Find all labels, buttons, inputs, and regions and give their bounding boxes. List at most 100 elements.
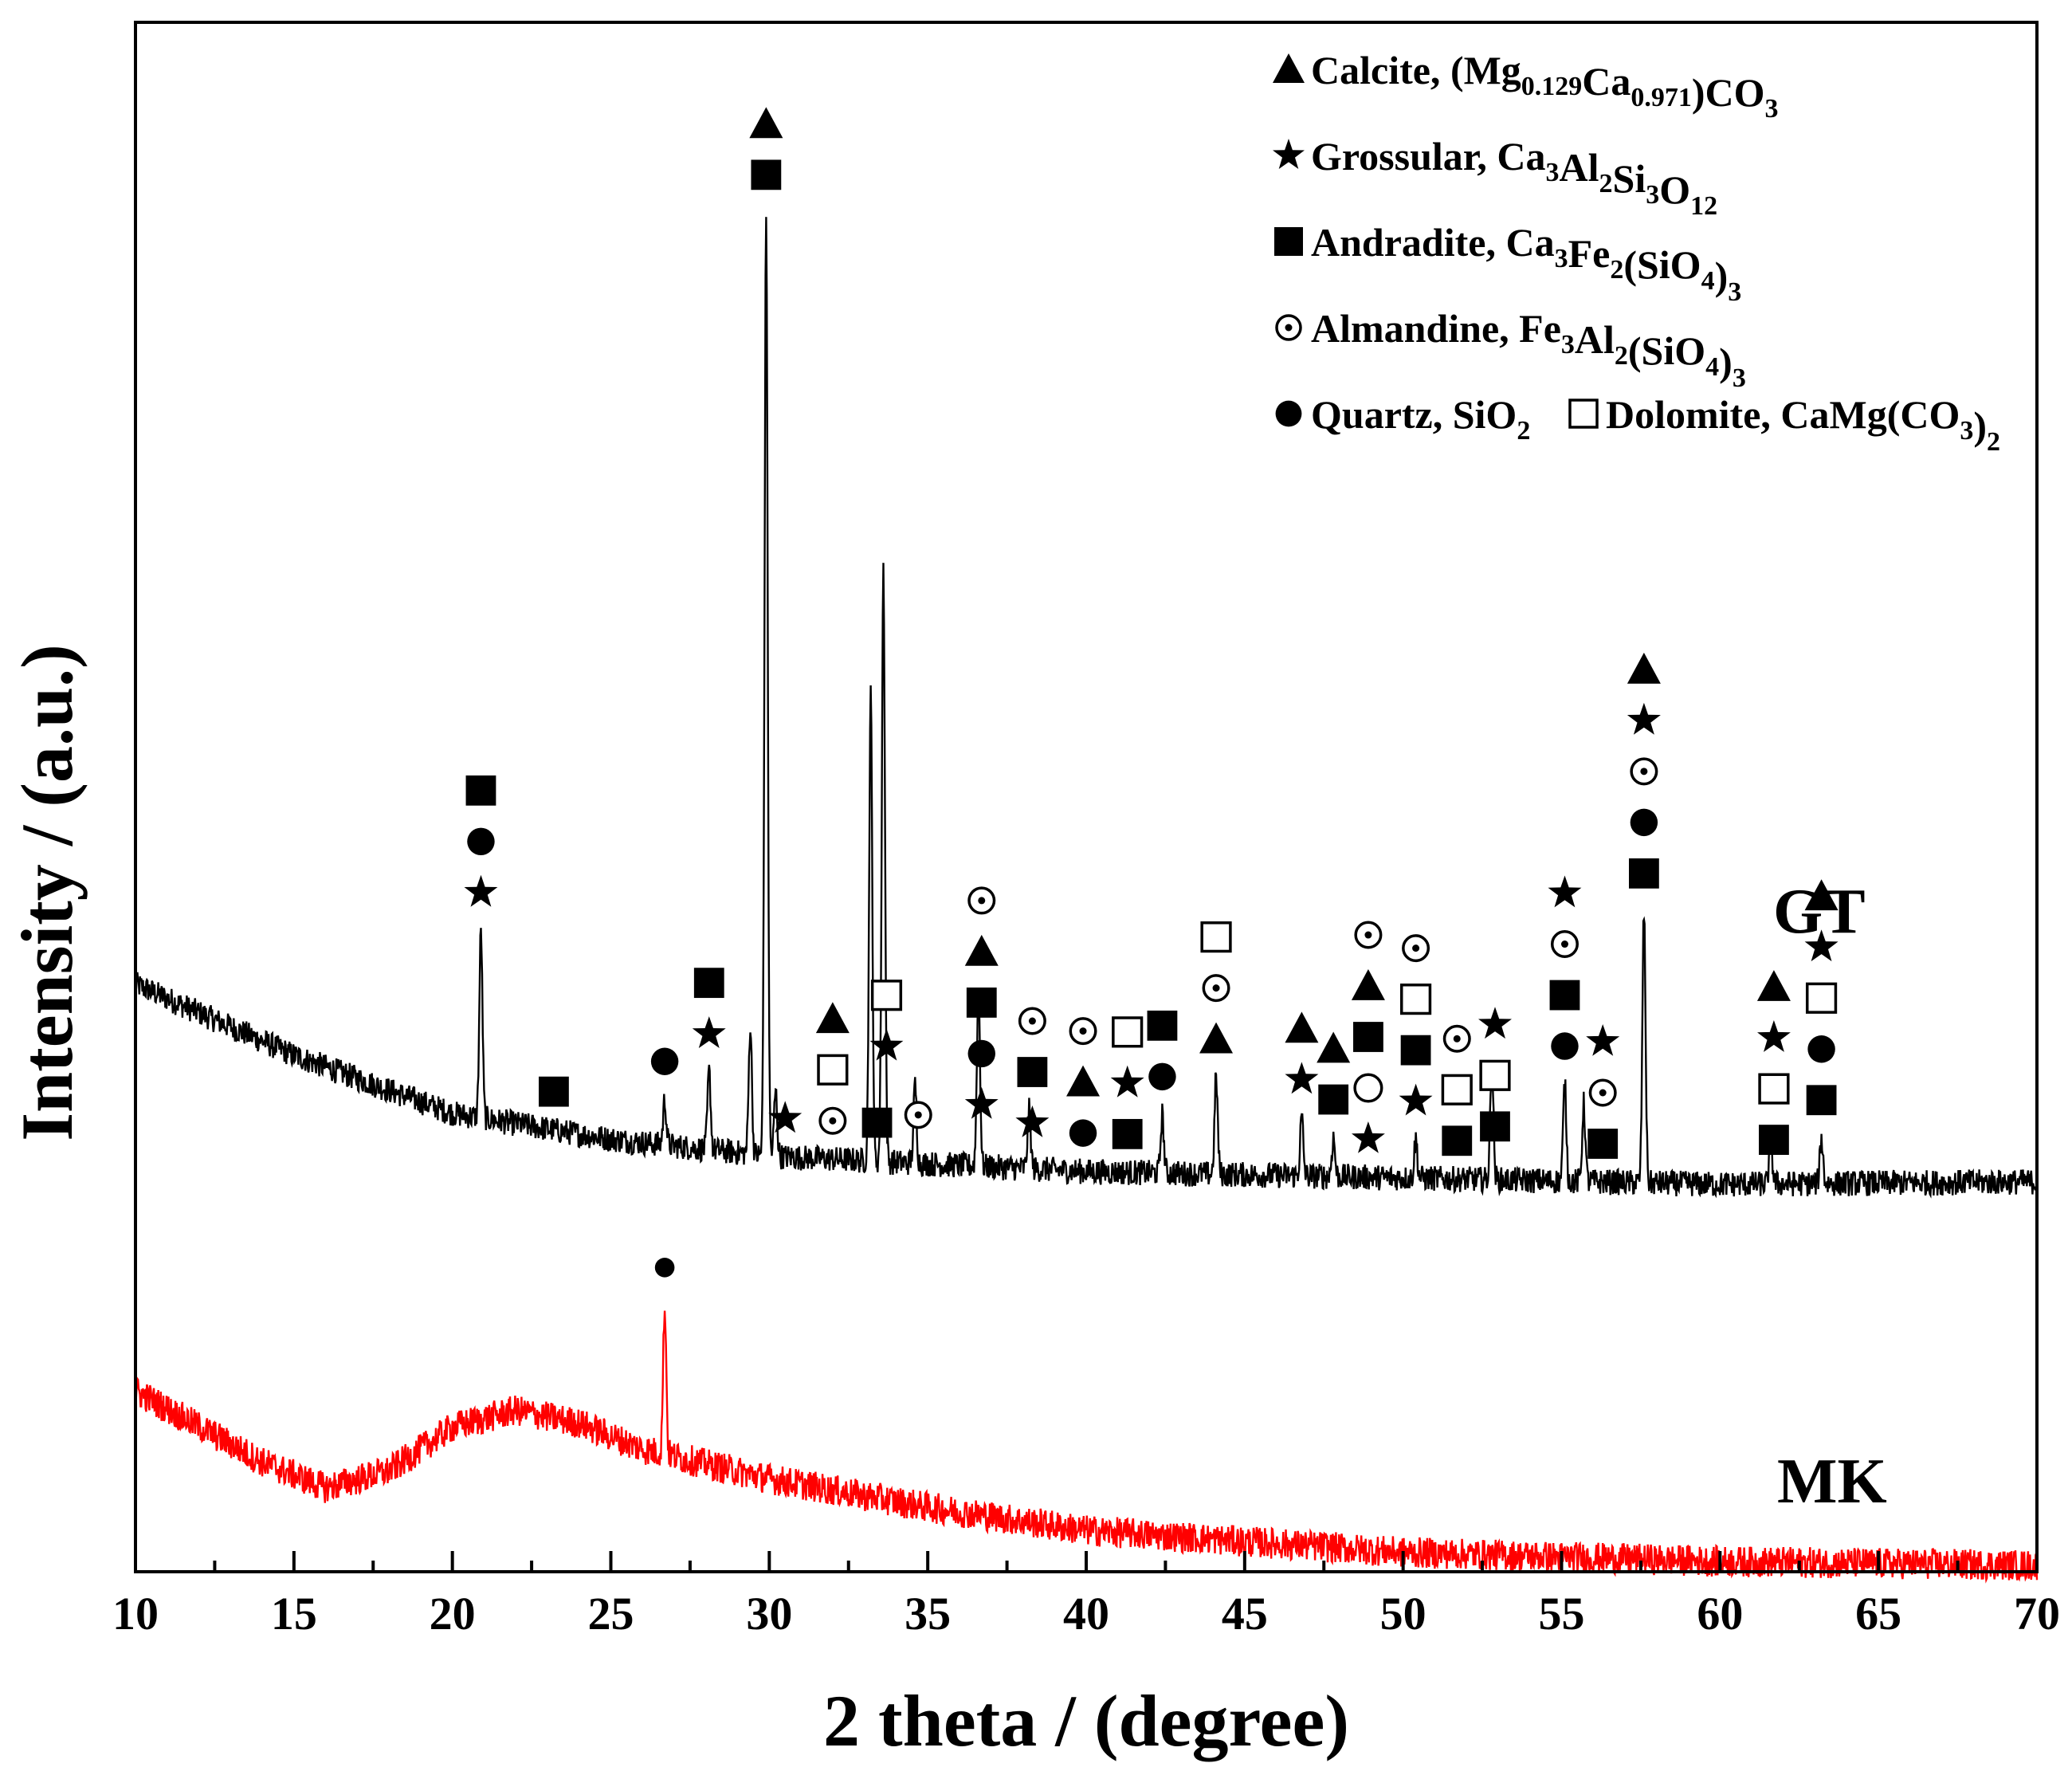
series-label-mk: MK <box>1777 1447 1887 1517</box>
phase-marker-stack <box>1756 970 1791 1155</box>
phase-marker-stack <box>869 980 904 1061</box>
series-label-gt: GT <box>1773 877 1866 947</box>
dotted-circle-marker <box>1588 1078 1617 1107</box>
x-axis-title: 2 theta / (degree) <box>823 1680 1349 1761</box>
phase-marker-stack <box>1317 1031 1351 1115</box>
circle-marker <box>467 827 495 856</box>
star-marker <box>1548 875 1582 908</box>
x-tick-label: 30 <box>746 1588 792 1639</box>
legend-entry-quartz: Quartz, SiO2 <box>1275 392 1530 446</box>
square-marker <box>1806 1085 1837 1116</box>
circle-marker <box>1807 1035 1835 1063</box>
star-marker <box>964 1086 999 1119</box>
star-marker <box>869 1028 904 1061</box>
legend: Calcite, (Mg0.129Ca0.971)CO3 Grossular, C… <box>1273 48 2000 457</box>
dotted-circle-marker <box>1018 1007 1046 1035</box>
open-square-marker <box>1200 921 1232 953</box>
x-tick-label: 25 <box>588 1588 634 1639</box>
circle-marker <box>1275 400 1302 427</box>
star-marker <box>1804 929 1839 962</box>
series-trace-gt <box>134 217 2039 1199</box>
star-marker <box>1285 1062 1319 1094</box>
dotted-circle-marker <box>1442 1024 1471 1053</box>
legend-entry-calcite: Calcite, (Mg0.129Ca0.971)CO3 <box>1273 48 1779 124</box>
phase-marker-stack <box>1548 875 1582 1060</box>
circle-marker <box>967 1039 995 1068</box>
star-marker <box>1352 1121 1385 1153</box>
open-circle-marker <box>1353 1073 1383 1103</box>
plot-frame <box>134 21 2039 1573</box>
dotted-circle-marker <box>1550 930 1579 959</box>
square-marker <box>1549 980 1580 1011</box>
phase-marker-stack <box>1478 1007 1512 1142</box>
phase-marker-stack <box>768 1101 803 1133</box>
star-marker <box>1478 1007 1512 1039</box>
star-marker <box>768 1101 803 1133</box>
x-axis-ticks <box>134 1551 2039 1572</box>
triangle-marker <box>1285 1011 1319 1043</box>
dotted-circle-marker <box>1402 934 1430 963</box>
triangle-marker <box>749 107 783 139</box>
x-tick-label: 50 <box>1380 1588 1426 1639</box>
x-tick-label: 35 <box>905 1588 951 1639</box>
square-marker <box>1147 1010 1178 1041</box>
x-tick-label: 55 <box>1539 1588 1585 1639</box>
legend-label: Calcite, (Mg0.129Ca0.971)CO3 <box>1311 48 1779 124</box>
x-tick-label: 15 <box>271 1588 317 1639</box>
legend-entry-grossular: Grossular, Ca3Al2Si3O12 <box>1273 134 1717 221</box>
open-square-marker <box>1112 1016 1144 1048</box>
open-square-marker <box>1568 399 1599 429</box>
square-marker <box>693 968 724 999</box>
square-marker <box>1587 1129 1619 1159</box>
dotted-circle-marker <box>1275 314 1302 341</box>
phase-marker-stack <box>692 968 726 1048</box>
dotted-circle-marker <box>1354 921 1383 949</box>
phase-marker-stack <box>861 1107 893 1138</box>
square-marker <box>1442 1125 1473 1156</box>
open-square-marker <box>817 1054 849 1086</box>
square-marker <box>861 1107 893 1138</box>
star-marker <box>1757 1020 1791 1052</box>
square-marker <box>1112 1118 1143 1149</box>
legend-label: Grossular, Ca3Al2Si3O12 <box>1311 134 1717 221</box>
square-marker <box>465 775 496 806</box>
star-marker <box>1273 139 1305 169</box>
circle-marker <box>650 1047 679 1075</box>
open-square-marker <box>870 980 903 1011</box>
phase-marker-stack <box>1627 652 1661 889</box>
phase-markers <box>464 107 1839 1278</box>
square-marker <box>1480 1111 1510 1142</box>
phase-marker-stack <box>904 1101 932 1129</box>
phase-marker-stack <box>1351 921 1385 1153</box>
triangle-marker <box>815 1002 850 1034</box>
square-marker <box>1759 1125 1789 1155</box>
triangle-marker <box>1351 969 1385 1000</box>
triangle-marker <box>1756 970 1791 1001</box>
phase-marker-stack <box>1586 1024 1620 1159</box>
legend-entry-dolomite: Dolomite, CaMg(CO3)2 <box>1568 392 2000 457</box>
square-marker <box>539 1076 569 1107</box>
x-tick-label: 45 <box>1222 1588 1268 1639</box>
legend-label: Almandine, Fe3Al2(SiO4)3 <box>1311 306 1746 393</box>
x-tick-label: 40 <box>1063 1588 1109 1639</box>
open-square-marker <box>1479 1059 1511 1091</box>
phase-marker-stack <box>1015 1007 1050 1137</box>
square-marker <box>1017 1057 1048 1087</box>
star-marker <box>464 874 498 907</box>
triangle-marker <box>964 934 999 966</box>
dotted-circle-marker <box>1069 1017 1097 1046</box>
legend-label: Dolomite, CaMg(CO3)2 <box>1606 392 2000 457</box>
x-tick-label: 20 <box>430 1588 476 1639</box>
triangle-marker <box>1317 1031 1351 1063</box>
phase-marker-stack <box>1147 1010 1178 1091</box>
phase-marker-stack <box>1399 934 1433 1116</box>
dotted-circle-marker <box>967 886 996 915</box>
series-trace-mk <box>135 1310 2039 1584</box>
circle-marker <box>1069 1119 1097 1147</box>
square-marker <box>966 988 997 1018</box>
phase-marker-stack <box>1285 1011 1319 1094</box>
dotted-circle-marker <box>818 1106 847 1135</box>
legend-label: Andradite, Ca3Fe2(SiO4)3 <box>1311 220 1741 307</box>
square-marker <box>1318 1084 1349 1115</box>
